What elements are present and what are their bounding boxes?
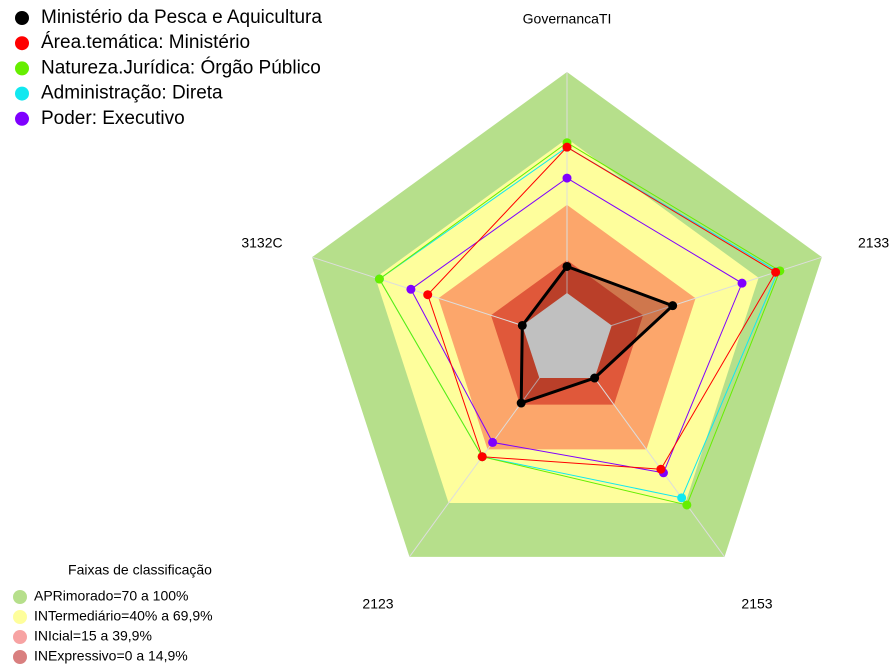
series-point bbox=[423, 290, 433, 300]
series-point bbox=[374, 274, 384, 284]
axis-label: 2153 bbox=[741, 596, 772, 612]
series-point bbox=[771, 267, 781, 277]
series-line bbox=[378, 142, 781, 506]
legend-marker bbox=[15, 36, 29, 51]
bands-legend-marker bbox=[13, 610, 27, 624]
series-line bbox=[378, 146, 779, 499]
series-point bbox=[516, 398, 526, 408]
bands-legend-label: INExpressivo=0 a 14,9% bbox=[34, 648, 188, 664]
bands-legend-marker bbox=[13, 630, 27, 644]
legend-marker bbox=[15, 111, 29, 126]
series-point bbox=[682, 500, 692, 510]
legend-marker bbox=[15, 11, 29, 25]
series-point bbox=[477, 452, 487, 462]
axis-label: 2133 bbox=[858, 235, 889, 251]
legend-label: Área.temática: Ministério bbox=[41, 32, 250, 53]
bands-legend-label: INIcial=15 a 39,9% bbox=[34, 628, 152, 644]
legend-label: Administração: Direta bbox=[41, 83, 223, 104]
legend-label: Natureza.Jurídica: Órgão Público bbox=[41, 56, 321, 78]
legend-marker bbox=[15, 86, 29, 101]
series-point bbox=[562, 142, 572, 152]
series-point bbox=[562, 173, 572, 183]
series-point bbox=[406, 284, 416, 294]
bands-legend-title: Faixas de classificação bbox=[68, 562, 212, 578]
series-point bbox=[488, 437, 498, 447]
legend-label: Poder: Executivo bbox=[41, 108, 185, 129]
series-point bbox=[677, 493, 687, 503]
series-point bbox=[656, 464, 666, 474]
bands-legend-label: INTermediário=40% a 69,9% bbox=[34, 608, 213, 624]
series-line bbox=[427, 146, 777, 470]
bands-legend-marker bbox=[13, 650, 27, 664]
legend-marker bbox=[15, 61, 29, 76]
bands-legend-marker bbox=[13, 590, 27, 604]
axis-label: 2123 bbox=[362, 596, 393, 612]
axis-label: 3132C bbox=[241, 235, 282, 251]
series-line bbox=[410, 177, 743, 474]
bands-legend-label: APRimorado=70 a 100% bbox=[34, 588, 189, 604]
center bbox=[522, 293, 612, 379]
series-point bbox=[590, 373, 600, 383]
series-point bbox=[517, 320, 527, 330]
legend-label: Ministério da Pesca e Aquicultura bbox=[41, 7, 322, 28]
series-point bbox=[737, 278, 747, 288]
series-point bbox=[562, 261, 572, 271]
axis-label: GovernancaTI bbox=[523, 11, 612, 27]
series-point bbox=[668, 301, 678, 311]
